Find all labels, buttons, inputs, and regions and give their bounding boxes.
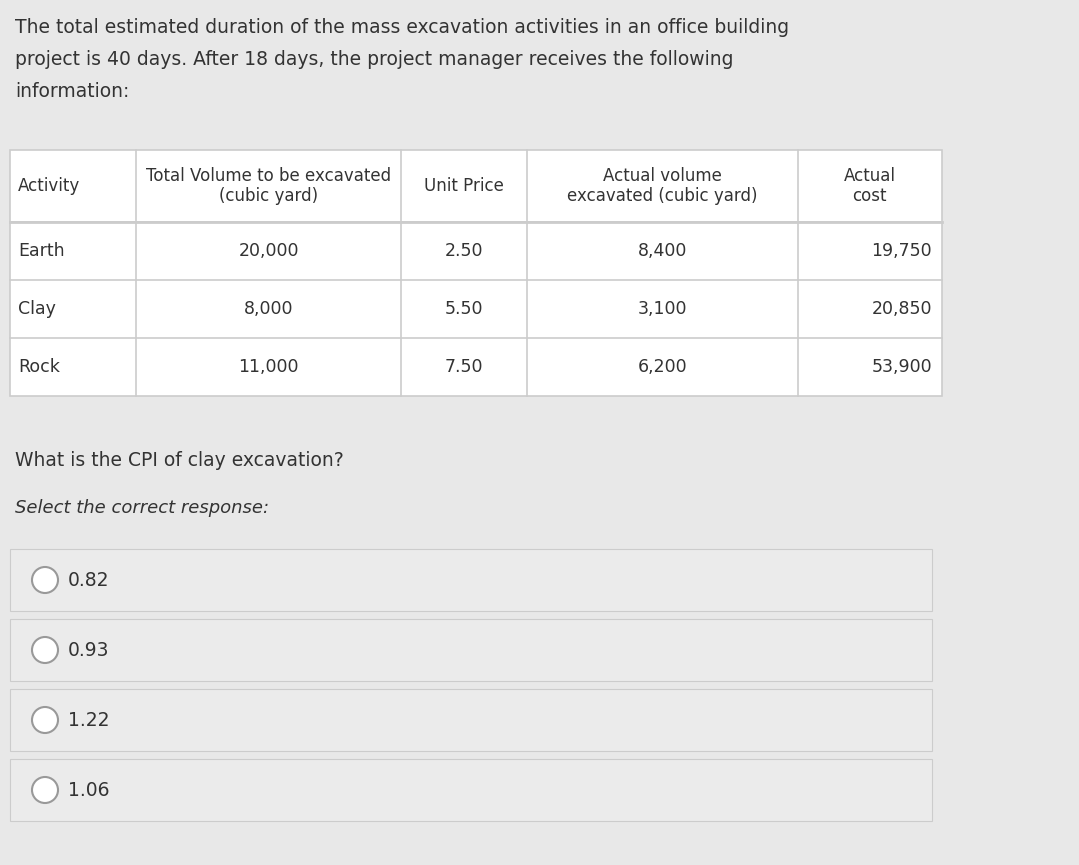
Ellipse shape — [32, 567, 58, 593]
Text: 7.50: 7.50 — [446, 358, 483, 376]
Ellipse shape — [32, 777, 58, 803]
Text: 1.22: 1.22 — [68, 710, 109, 729]
Text: 6,200: 6,200 — [638, 358, 687, 376]
Text: project is 40 days. After 18 days, the project manager receives the following: project is 40 days. After 18 days, the p… — [15, 50, 734, 69]
FancyBboxPatch shape — [10, 549, 932, 611]
Text: Clay: Clay — [18, 300, 56, 318]
Text: information:: information: — [15, 82, 129, 101]
Text: Earth: Earth — [18, 242, 65, 260]
Text: 11,000: 11,000 — [238, 358, 299, 376]
Text: Activity: Activity — [18, 177, 80, 195]
FancyBboxPatch shape — [10, 759, 932, 821]
Text: 3,100: 3,100 — [638, 300, 687, 318]
Text: 8,000: 8,000 — [244, 300, 293, 318]
Text: 5.50: 5.50 — [446, 300, 483, 318]
Text: 53,900: 53,900 — [872, 358, 932, 376]
Text: 19,750: 19,750 — [872, 242, 932, 260]
FancyBboxPatch shape — [10, 689, 932, 751]
Text: 8,400: 8,400 — [638, 242, 687, 260]
Ellipse shape — [32, 707, 58, 733]
Text: Select the correct response:: Select the correct response: — [15, 499, 269, 517]
Text: Actual volume
excavated (cubic yard): Actual volume excavated (cubic yard) — [568, 167, 757, 205]
Text: 1.06: 1.06 — [68, 780, 109, 799]
Text: Unit Price: Unit Price — [424, 177, 504, 195]
Text: Total Volume to be excavated
(cubic yard): Total Volume to be excavated (cubic yard… — [146, 167, 392, 205]
Text: 20,850: 20,850 — [872, 300, 932, 318]
FancyBboxPatch shape — [10, 619, 932, 681]
FancyBboxPatch shape — [10, 150, 942, 396]
Text: Rock: Rock — [18, 358, 59, 376]
Text: Actual
cost: Actual cost — [844, 167, 896, 205]
Text: 2.50: 2.50 — [446, 242, 483, 260]
Text: 0.82: 0.82 — [68, 571, 109, 590]
Text: The total estimated duration of the mass excavation activities in an office buil: The total estimated duration of the mass… — [15, 18, 789, 37]
Text: 20,000: 20,000 — [238, 242, 299, 260]
Ellipse shape — [32, 637, 58, 663]
Text: What is the CPI of clay excavation?: What is the CPI of clay excavation? — [15, 451, 344, 470]
Text: 0.93: 0.93 — [68, 640, 109, 659]
